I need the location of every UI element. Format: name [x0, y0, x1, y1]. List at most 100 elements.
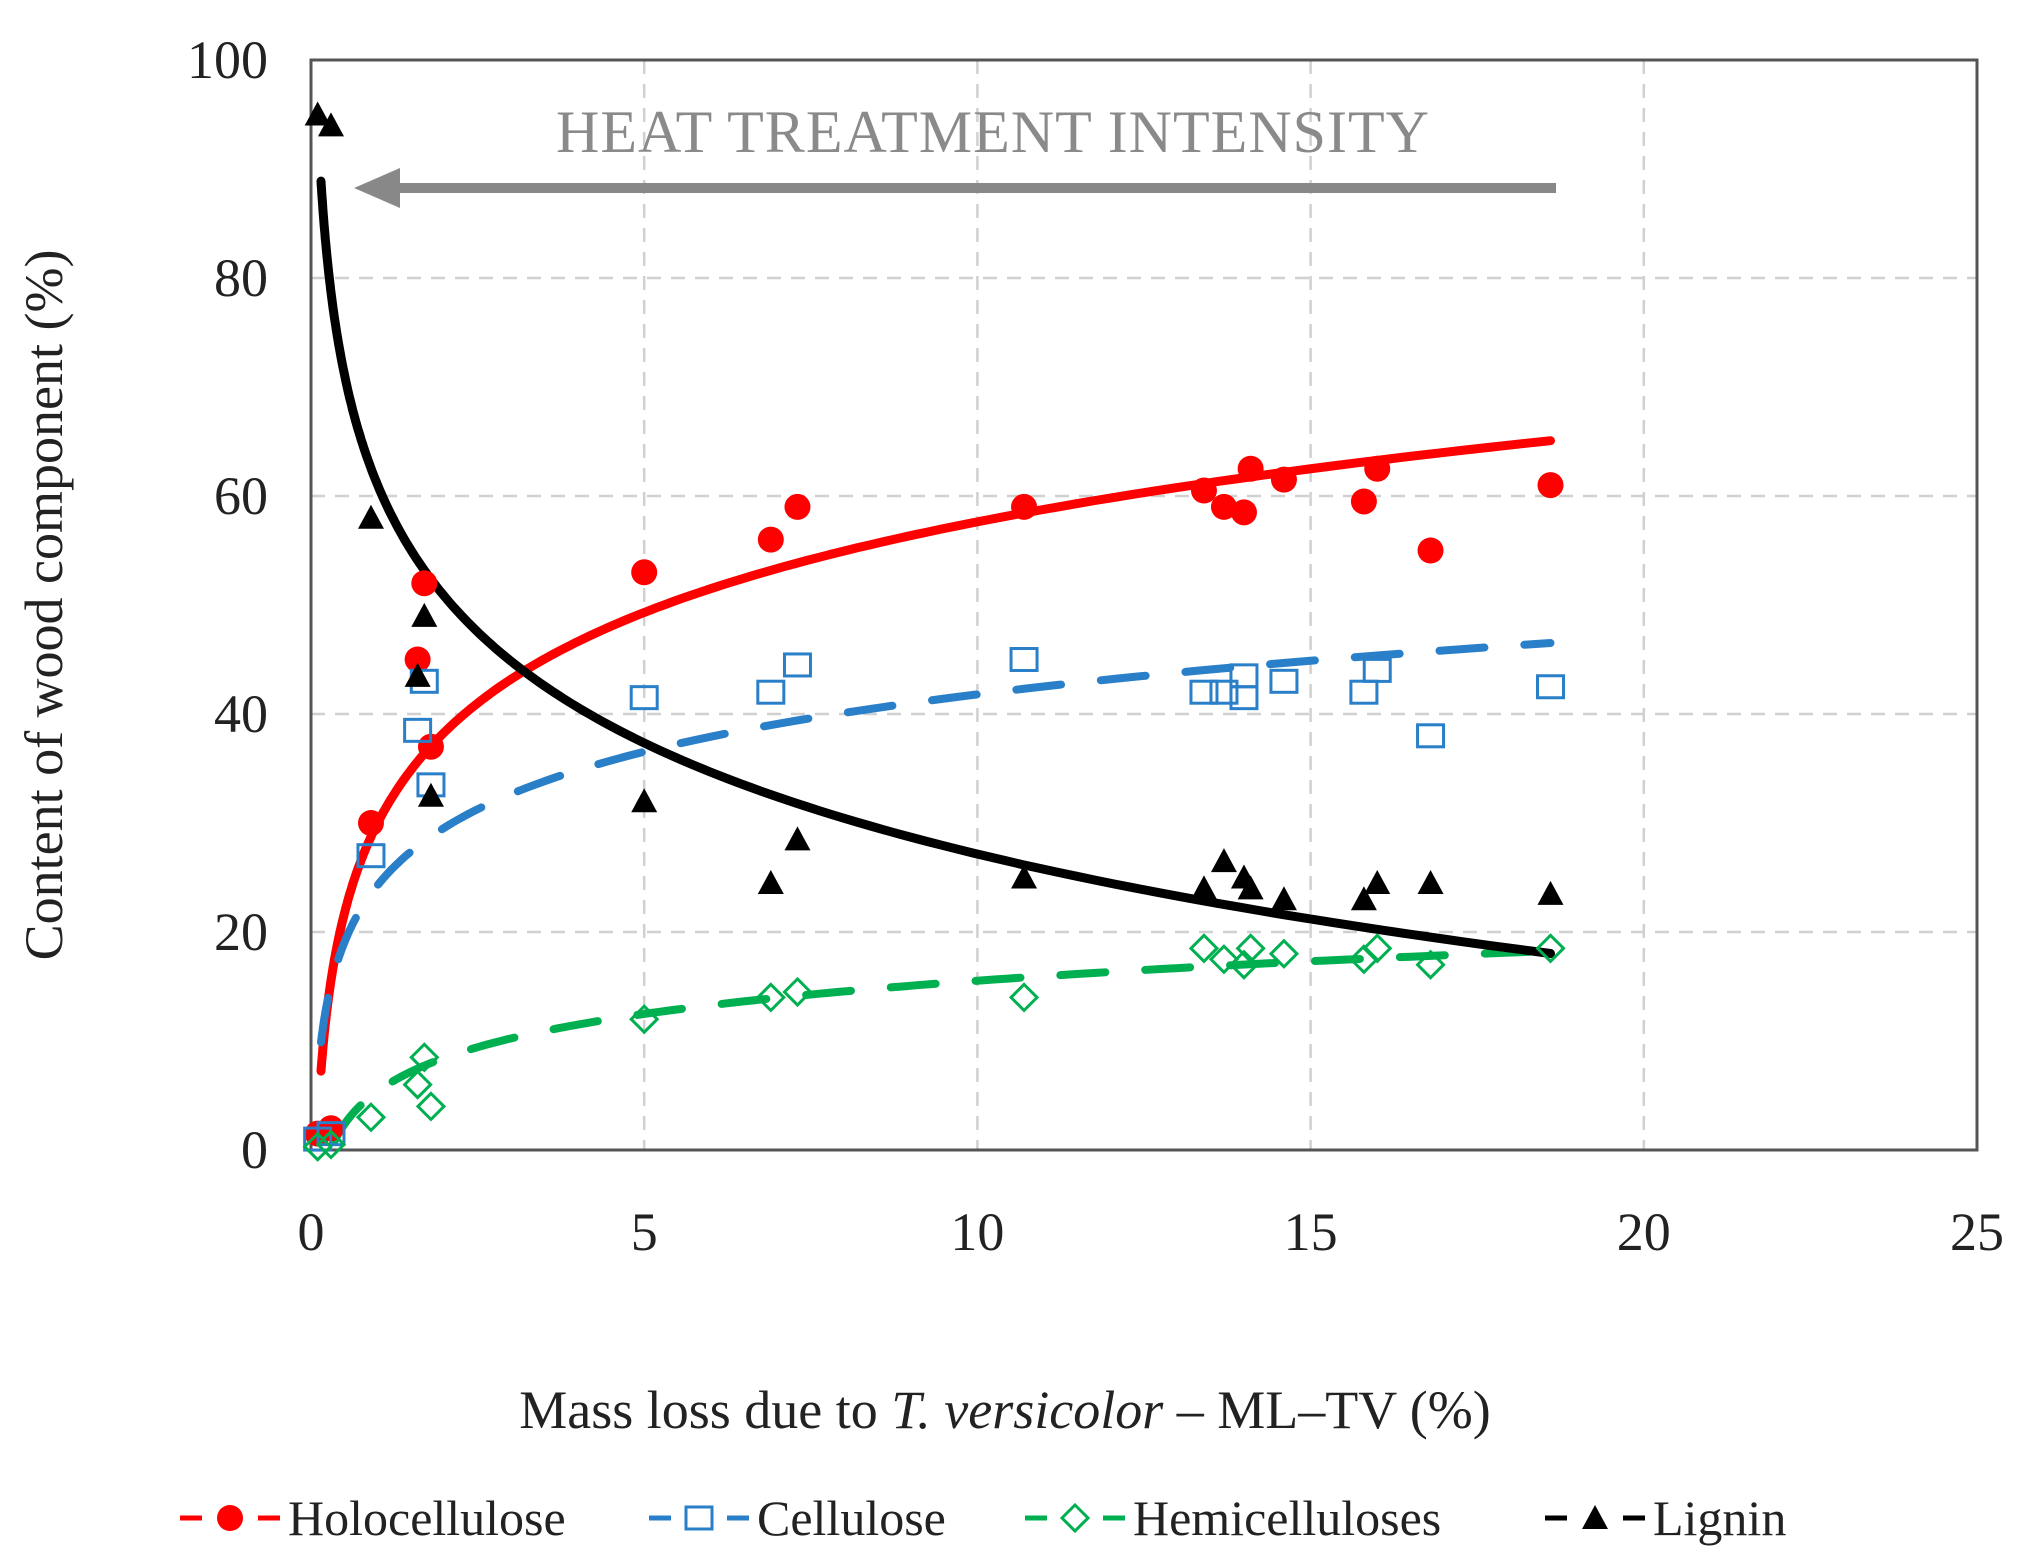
x-axis-title-species: T. versicolor: [891, 1380, 1164, 1440]
legend-label: Hemicelluloses: [1133, 1490, 1441, 1546]
y-tick-labels: 0 20 40 60 80 100: [187, 30, 268, 1180]
point-cellulose: [1416, 723, 1446, 749]
legend-marker-hemicelluloses: [1059, 1502, 1091, 1534]
point-lignin: [1270, 886, 1297, 911]
point-holocellulose: [404, 646, 431, 673]
point-lignin: [757, 869, 784, 894]
point-hemicelluloses: [302, 1131, 333, 1162]
legend-item-hemicelluloses: Hemicelluloses: [1025, 1490, 1441, 1546]
point-cellulose: [1189, 679, 1219, 705]
x-axis-title-prefix: Mass loss due to: [519, 1380, 891, 1440]
point-lignin: [357, 504, 384, 529]
point-holocellulose: [1237, 455, 1264, 482]
point-hemicelluloses: [629, 1004, 660, 1035]
point-cellulose: [629, 685, 659, 711]
point-cellulose: [356, 843, 386, 869]
point-lignin: [1417, 869, 1444, 894]
legend-marker-holocellulose: [217, 1505, 243, 1531]
point-lignin: [631, 788, 658, 813]
point-holocellulose: [1011, 493, 1038, 520]
point-cellulose: [782, 652, 812, 678]
heat-annotation: HEAT TREATMENT INTENSITY: [556, 99, 1430, 165]
y-tick-label: 20: [214, 902, 268, 962]
trendline-lignin: [316, 176, 1555, 958]
y-tick-label: 40: [214, 684, 268, 744]
point-lignin: [404, 662, 431, 687]
point-holocellulose: [1210, 493, 1237, 520]
point-holocellulose: [1417, 537, 1444, 564]
x-tick-label: 25: [1950, 1202, 2004, 1262]
point-hemicelluloses: [355, 1102, 387, 1133]
point-hemicelluloses: [1235, 933, 1266, 964]
point-cellulose: [1209, 679, 1239, 705]
trendline-holocellulose: [316, 436, 1555, 1076]
legend-label: Lignin: [1653, 1490, 1786, 1546]
point-lignin: [304, 101, 331, 126]
point-cellulose: [1349, 679, 1379, 705]
point-holocellulose: [1364, 455, 1391, 482]
point-cellulose: [1269, 668, 1299, 694]
legend-marker-cellulose: [684, 1505, 714, 1531]
point-hemicelluloses: [1008, 982, 1040, 1013]
point-holocellulose: [1537, 472, 1564, 499]
trend-lines: [316, 176, 1555, 1146]
point-hemicelluloses: [1208, 944, 1240, 975]
legend-marker-lignin: [1582, 1505, 1608, 1529]
point-cellulose: [1009, 647, 1039, 672]
legend-item-cellulose: Cellulose: [649, 1490, 946, 1546]
point-lignin: [417, 782, 444, 807]
point-lignin: [1537, 880, 1564, 905]
point-hemicelluloses: [409, 1042, 440, 1073]
point-holocellulose: [1230, 499, 1257, 526]
x-axis-title: Mass loss due to T. versicolor – ML–TV (…: [519, 1380, 1490, 1440]
point-lignin: [784, 826, 811, 851]
y-tick-label: 0: [241, 1120, 268, 1180]
legend-item-lignin: Lignin: [1545, 1490, 1786, 1546]
y-tick-label: 60: [214, 466, 268, 526]
heat-arrow-head: [354, 168, 400, 208]
trendline-hemicelluloses: [330, 946, 1555, 1146]
x-axis-title-suffix: – ML–TV (%): [1163, 1380, 1490, 1440]
point-hemicelluloses: [1415, 949, 1446, 980]
point-holocellulose: [784, 493, 811, 520]
point-cellulose: [1362, 657, 1392, 683]
trendline-cellulose: [317, 639, 1555, 1047]
point-hemicelluloses: [1362, 933, 1393, 964]
x-tick-labels: 0 5 10 15 20 25: [298, 1202, 2005, 1262]
x-tick-label: 5: [631, 1202, 658, 1262]
point-hemicelluloses: [1188, 933, 1220, 964]
point-lignin: [411, 602, 438, 627]
x-tick-label: 10: [950, 1202, 1004, 1262]
point-hemicelluloses: [1268, 938, 1300, 969]
point-lignin: [1237, 875, 1264, 900]
point-holocellulose: [1190, 477, 1217, 504]
grid: [311, 60, 1977, 1150]
x-tick-label: 20: [1617, 1202, 1671, 1262]
point-holocellulose: [1270, 466, 1297, 493]
point-cellulose: [756, 679, 786, 705]
x-tick-label: 0: [298, 1202, 325, 1262]
point-hemicelluloses: [402, 1069, 433, 1100]
point-hemicelluloses: [782, 976, 813, 1008]
point-cellulose: [1229, 663, 1259, 689]
point-lignin: [1364, 869, 1391, 894]
legend: Holocellulose Cellulose Hemicelluloses Lign…: [180, 1490, 1786, 1546]
point-holocellulose: [411, 570, 438, 597]
point-lignin: [1011, 864, 1038, 889]
point-cellulose: [403, 717, 433, 743]
point-cellulose: [1536, 674, 1566, 700]
point-cellulose: [1229, 685, 1259, 711]
legend-item-holocellulose: Holocellulose: [180, 1490, 566, 1546]
point-lignin: [1210, 848, 1237, 873]
legend-label: Holocellulose: [288, 1490, 566, 1546]
point-holocellulose: [357, 810, 384, 836]
point-hemicelluloses: [315, 1129, 347, 1160]
y-tick-label: 80: [214, 248, 268, 308]
legend-label: Cellulose: [757, 1490, 946, 1546]
y-axis-title: Content of wood component (%): [14, 250, 74, 961]
plot-frame: [309, 58, 1979, 1152]
y-tick-label: 100: [187, 30, 268, 90]
point-holocellulose: [757, 526, 784, 553]
data-points: [302, 101, 1566, 1162]
point-lignin: [317, 112, 344, 137]
